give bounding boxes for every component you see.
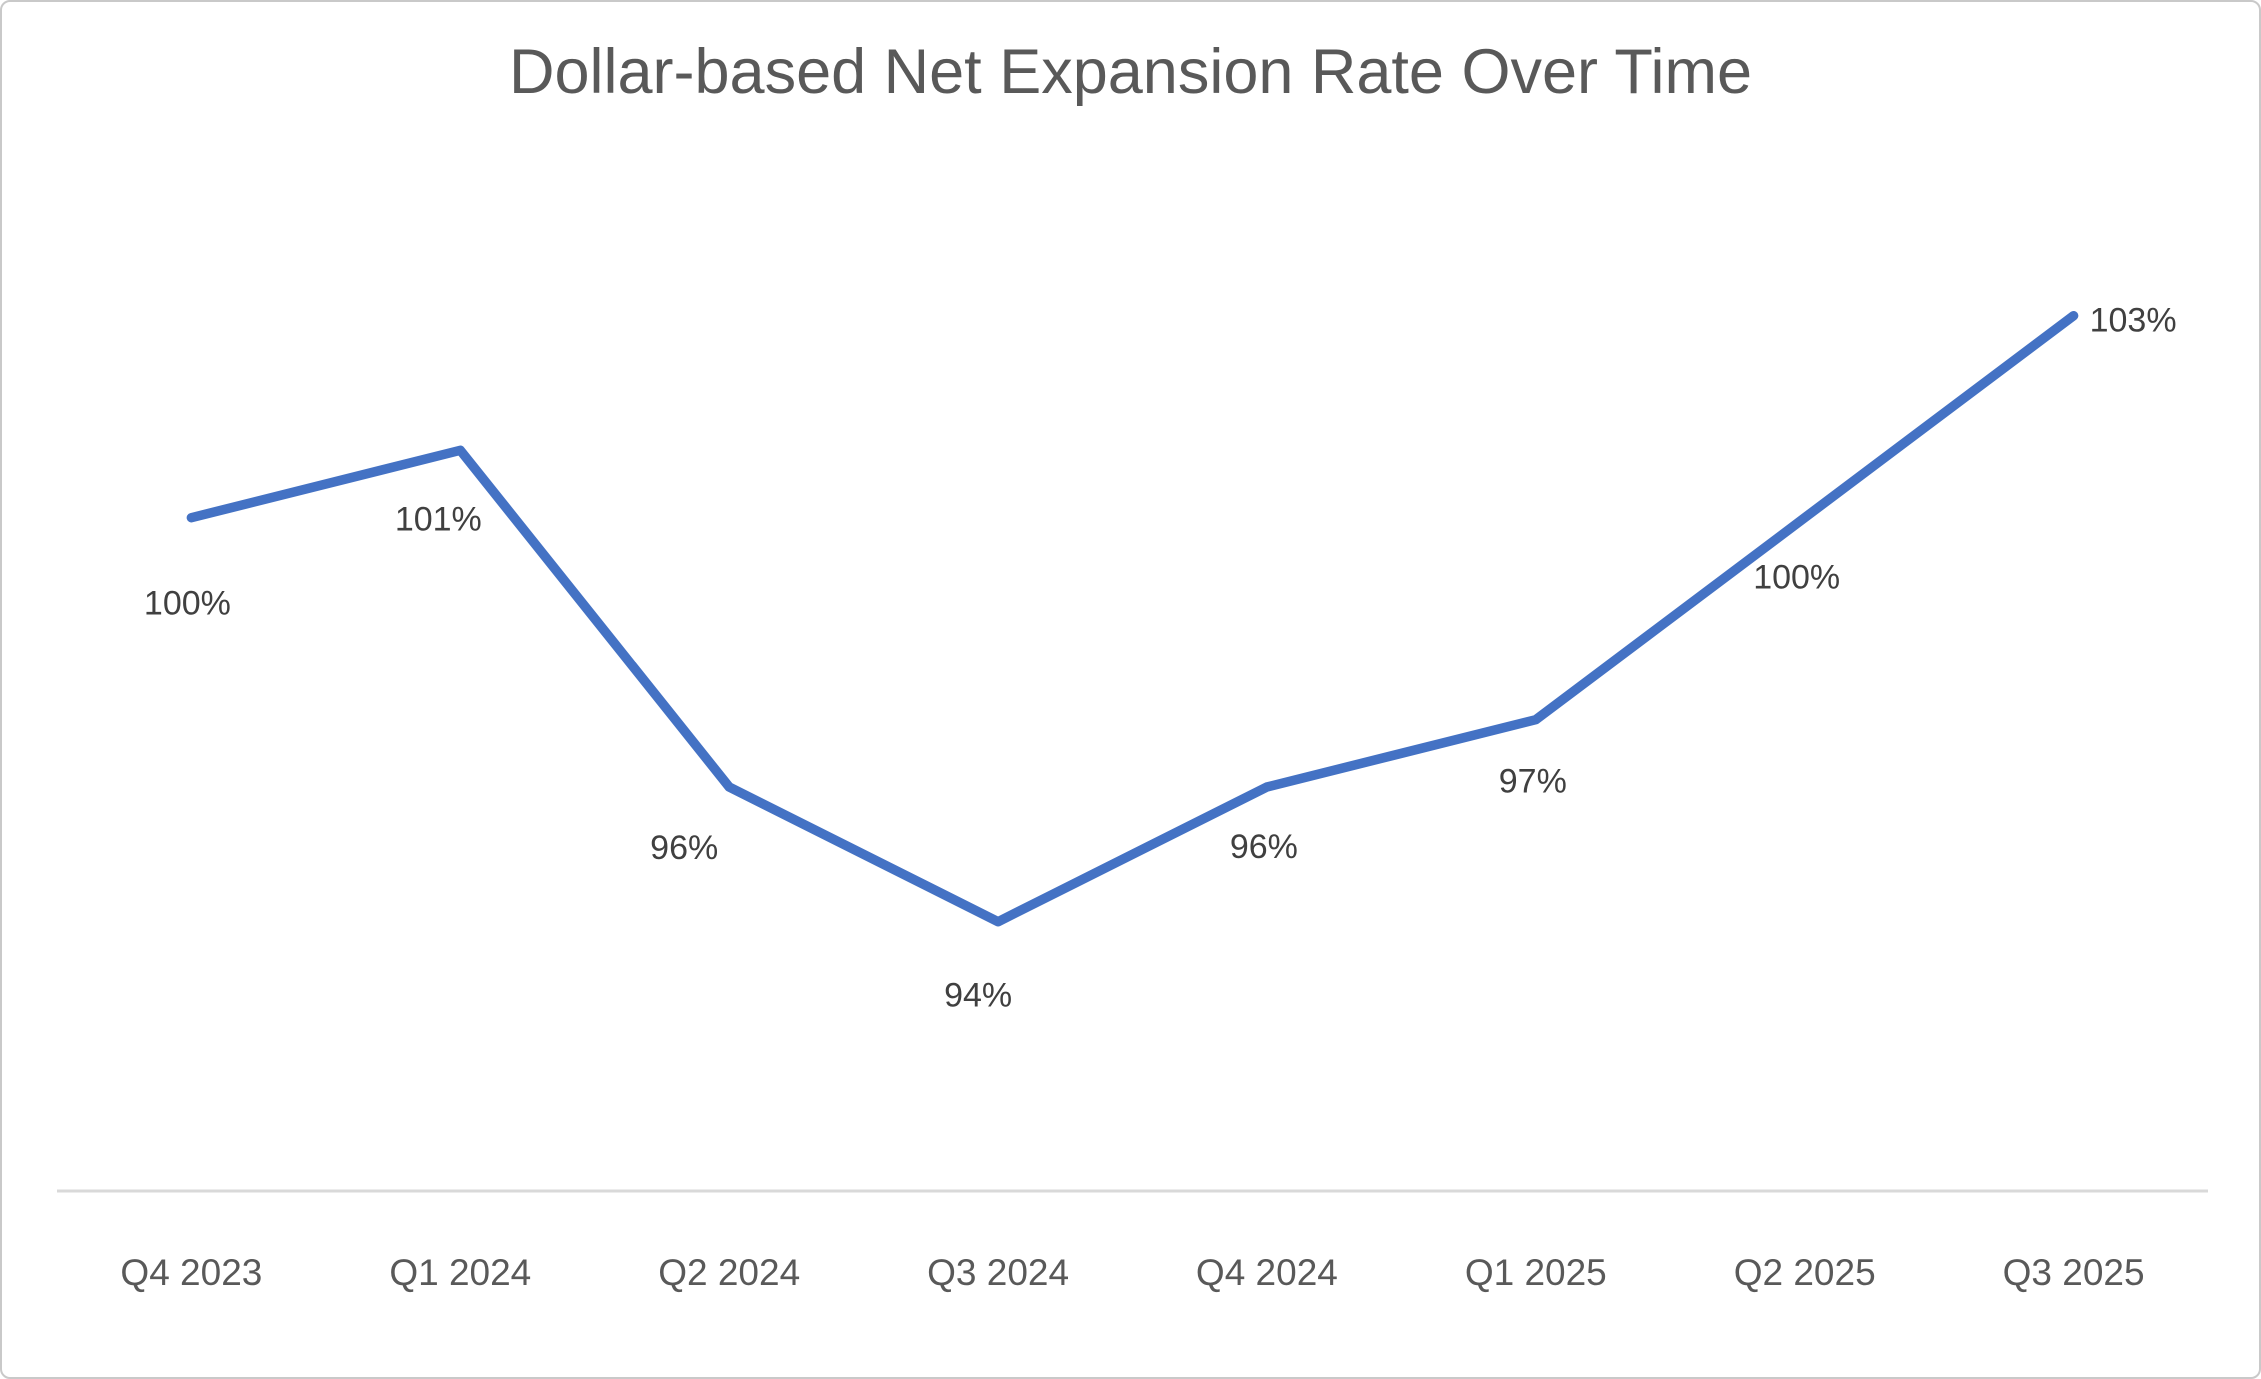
data-point-label: 101% (395, 500, 482, 538)
x-axis-label: Q3 2025 (2003, 1252, 2145, 1293)
chart-title: Dollar-based Net Expansion Rate Over Tim… (508, 37, 1753, 107)
x-axis-label: Q3 2024 (927, 1252, 1069, 1293)
data-point-label: 94% (944, 977, 1012, 1015)
data-point-label: 100% (144, 585, 231, 623)
data-point-label: 97% (1499, 763, 1567, 801)
x-axis-label: Q1 2025 (1465, 1252, 1607, 1293)
x-axis-label: Q2 2025 (1734, 1252, 1876, 1293)
x-axis-label: Q4 2024 (1196, 1252, 1338, 1293)
data-point-label: 103% (2090, 302, 2177, 340)
data-point-label: 96% (650, 829, 718, 867)
x-axis-label: Q1 2024 (389, 1252, 531, 1293)
x-axis-label: Q2 2024 (658, 1252, 800, 1293)
data-point-label: 96% (1230, 828, 1298, 866)
data-point-label: 100% (1753, 559, 1840, 597)
x-axis-label: Q4 2023 (120, 1252, 262, 1293)
series-line (186, 310, 2079, 927)
